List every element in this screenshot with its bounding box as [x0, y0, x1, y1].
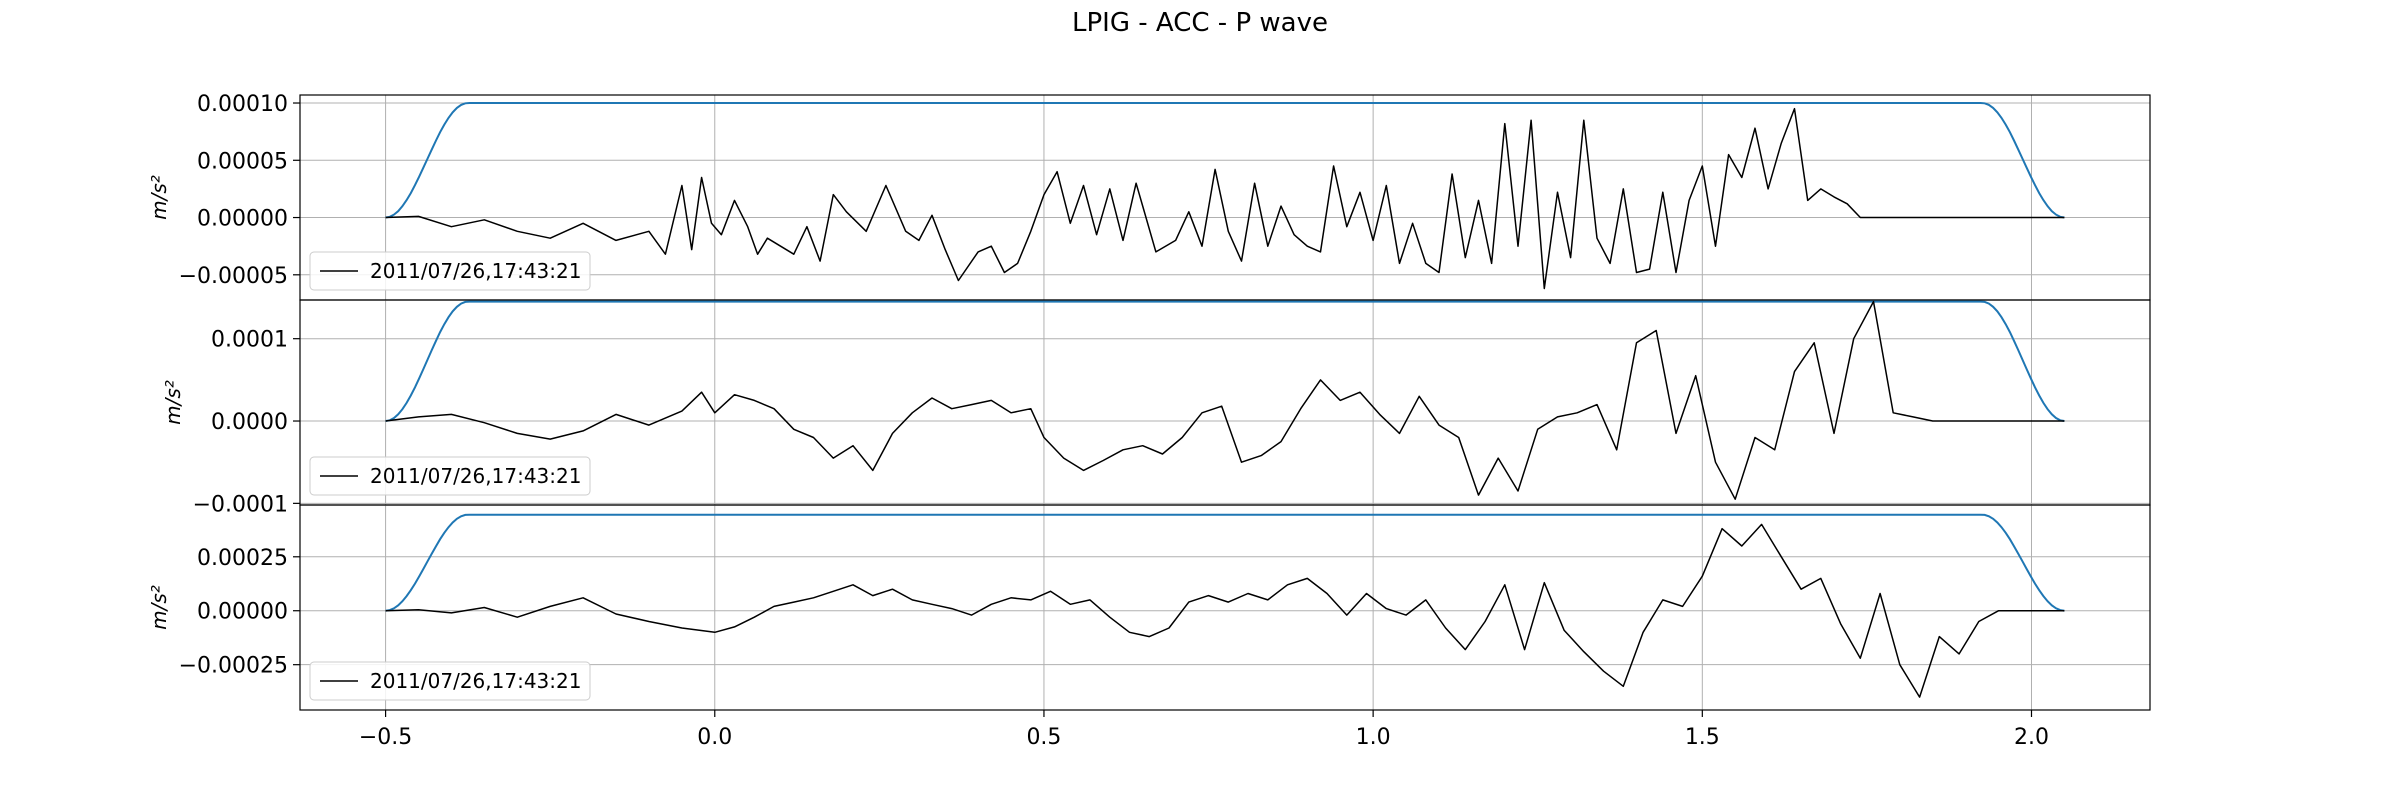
y-tick-label: 0.00025 [197, 546, 288, 571]
legend-frame [309, 661, 591, 701]
y-tick-label: 0.0001 [211, 328, 288, 353]
signal-line [385, 523, 2065, 698]
y-axis-label: m/s² [147, 175, 171, 220]
y-tick-label: 0.00000 [197, 600, 288, 625]
x-tick-label: 0.0 [697, 725, 732, 750]
legend-label: 2011/07/26,17:43:21 [370, 669, 581, 693]
taper-line [385, 300, 2065, 422]
panel-frame [299, 504, 2151, 711]
legend: 2011/07/26,17:43:21 [309, 456, 591, 496]
signal-line [385, 107, 2065, 290]
y-axis-label: m/s² [161, 380, 185, 425]
shared-x-axis: −0.5 0.0 0.5 1.0 1.5 2.0 [359, 710, 2049, 750]
legend-label: 2011/07/26,17:43:21 [370, 259, 581, 283]
y-axis-label: m/s² [147, 585, 171, 630]
y-tick-label: 0.00010 [197, 92, 288, 117]
chart-title: LPIG - ACC - P wave [1072, 8, 1328, 38]
y-tick-label: 0.00005 [197, 149, 288, 174]
x-tick-label: 1.0 [1356, 725, 1391, 750]
signal-line [385, 300, 2065, 500]
legend-label: 2011/07/26,17:43:21 [370, 464, 581, 488]
panel-2: −0.0001 0.0000 0.0001 m/s² 2011/07/26,17:43:… [161, 299, 2151, 517]
taper-line [385, 513, 2065, 612]
y-tick-label: 0.00000 [197, 207, 288, 232]
y-tick-label: −0.0001 [193, 492, 288, 517]
legend-frame [309, 456, 591, 496]
x-tick-label: −0.5 [359, 725, 412, 750]
panel-1: −0.00005 0.00000 0.00005 0.00010 m/s² 2011/07… [147, 92, 2151, 301]
x-tick-label: 1.5 [1685, 725, 1720, 750]
y-tick-label: −0.00005 [179, 264, 288, 289]
panel-3: −0.00025 0.00000 0.00025 m/s² 2011/07/26,17:… [147, 504, 2151, 711]
y-tick-label: −0.00025 [179, 654, 288, 679]
legend: 2011/07/26,17:43:21 [309, 661, 591, 701]
legend: 2011/07/26,17:43:21 [309, 251, 591, 291]
y-tick-label: 0.0000 [211, 410, 288, 435]
x-tick-label: 2.0 [2014, 725, 2049, 750]
x-tick-label: 0.5 [1026, 725, 1061, 750]
panels-group: −0.00005 0.00000 0.00005 0.00010 m/s² 2011/07… [147, 92, 2151, 711]
taper-line [385, 102, 2065, 219]
legend-frame [309, 251, 591, 291]
